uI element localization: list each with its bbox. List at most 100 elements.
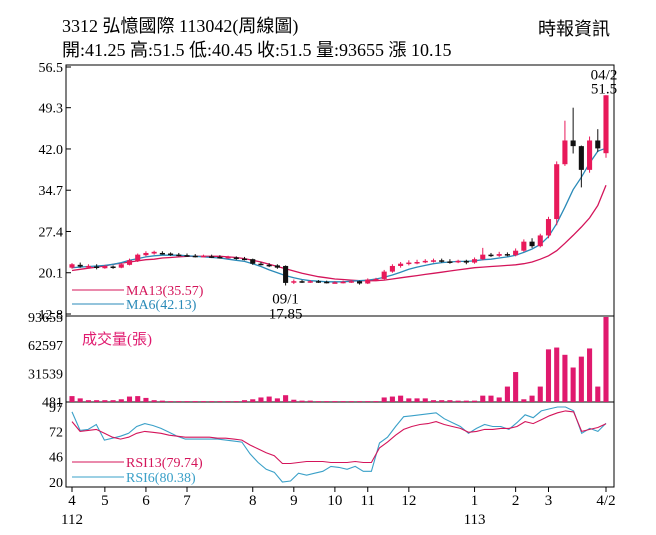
low-date-label: 09/1 bbox=[272, 291, 299, 307]
price-axis-tick: 34.7 bbox=[39, 184, 64, 199]
volume-bar bbox=[545, 349, 552, 402]
volume-bar bbox=[283, 395, 289, 402]
volume-bar bbox=[472, 400, 478, 402]
rsi6-legend-label: RSI6(80.38) bbox=[126, 471, 196, 486]
volume-bar bbox=[562, 354, 568, 402]
candle-body bbox=[554, 164, 560, 220]
ma13-line bbox=[71, 185, 607, 282]
volume-bar bbox=[118, 399, 124, 402]
candle-body bbox=[324, 281, 330, 284]
price-axis-tick: 56.5 bbox=[39, 61, 64, 76]
x-axis-tick: 11 bbox=[361, 493, 375, 509]
volume-bar bbox=[176, 401, 182, 402]
volume-bar bbox=[463, 400, 469, 402]
candle-body bbox=[102, 265, 108, 269]
high-value-label: 51.5 bbox=[591, 81, 617, 97]
volume-bar bbox=[554, 347, 560, 402]
volume-bar bbox=[143, 397, 149, 402]
volume-bar bbox=[291, 399, 297, 402]
ma6-legend-label: MA6(42.13) bbox=[126, 298, 197, 313]
candle-body bbox=[176, 254, 182, 257]
candle-body bbox=[135, 254, 141, 261]
volume-bar bbox=[85, 400, 91, 402]
volume-bar bbox=[488, 395, 494, 402]
volume-bar bbox=[241, 400, 248, 402]
x-axis-tick: 6 bbox=[142, 493, 150, 509]
volume-bar bbox=[209, 401, 215, 402]
volume-bar bbox=[274, 398, 280, 402]
volume-bar bbox=[348, 401, 354, 402]
volume-bar bbox=[570, 367, 576, 402]
candle-body bbox=[463, 260, 469, 263]
volume-bar bbox=[414, 398, 420, 402]
rsi-axis-tick: 46 bbox=[49, 451, 63, 466]
price-axis-tick: 42.0 bbox=[39, 143, 64, 158]
candle-body bbox=[356, 281, 363, 284]
candle-body bbox=[430, 260, 437, 262]
volume-bar bbox=[159, 400, 165, 402]
high-date-label: 04/2 bbox=[591, 67, 618, 83]
candle-body bbox=[521, 241, 527, 251]
chart-title: 3312 弘憶國際 113042(周線圖) bbox=[62, 16, 299, 36]
candle-body bbox=[513, 250, 519, 256]
volume-bar bbox=[217, 401, 223, 402]
volume-bar bbox=[192, 401, 198, 402]
rsi-axis-tick: 20 bbox=[49, 476, 63, 491]
volume-bar bbox=[496, 397, 502, 402]
x-axis-tick: 1 bbox=[471, 493, 479, 509]
volume-bar bbox=[151, 400, 157, 402]
volume-bar bbox=[233, 401, 239, 402]
candle-body bbox=[578, 146, 584, 170]
x-axis-tick: 5 bbox=[101, 493, 109, 509]
quote-summary: 開:41.25 高:51.5 低:40.45 收:51.5 量:93655 漲 … bbox=[62, 40, 452, 60]
volume-bar bbox=[430, 400, 437, 402]
candle-body bbox=[340, 281, 346, 284]
candle-body bbox=[472, 259, 478, 263]
candle-body bbox=[233, 257, 239, 259]
candle-body bbox=[209, 256, 215, 258]
volume-bar bbox=[365, 401, 371, 402]
candle-body bbox=[398, 263, 404, 266]
volume-axis-tick: 481 bbox=[42, 396, 63, 411]
candle-body bbox=[488, 254, 494, 257]
x-axis-tick: 7 bbox=[183, 493, 191, 509]
candle-body bbox=[291, 281, 297, 283]
candle-body bbox=[529, 241, 535, 247]
x-axis-tick: 8 bbox=[249, 493, 257, 509]
rsi13-line bbox=[71, 410, 607, 465]
volume-bar bbox=[324, 401, 330, 402]
volume-bar bbox=[480, 395, 486, 402]
volume-bar bbox=[447, 400, 453, 402]
volume-bar bbox=[266, 396, 272, 402]
candle-body bbox=[192, 255, 198, 258]
volume-bar bbox=[94, 400, 100, 402]
candle-body bbox=[348, 281, 354, 283]
candle-body bbox=[250, 259, 256, 264]
low-value-label: 17.85 bbox=[269, 306, 303, 322]
candle-body bbox=[373, 278, 379, 281]
candle-body bbox=[258, 263, 264, 266]
candle-body bbox=[455, 260, 461, 263]
x-axis-tick: 3 bbox=[545, 493, 553, 509]
candle-body bbox=[570, 140, 576, 147]
candle-body bbox=[562, 140, 568, 165]
volume-bar bbox=[356, 401, 363, 402]
price-axis-tick: 49.3 bbox=[39, 102, 64, 117]
candle-body bbox=[151, 251, 157, 254]
candle-body bbox=[365, 279, 371, 284]
candle-body bbox=[184, 255, 190, 257]
volume-bar bbox=[422, 398, 428, 402]
volume-bar bbox=[389, 396, 395, 402]
candle-body bbox=[587, 140, 593, 170]
x-axis-tick: 4/2 bbox=[596, 493, 615, 509]
volume-axis-tick: 62597 bbox=[28, 339, 63, 354]
rsi6-line bbox=[71, 406, 607, 483]
candle-body bbox=[159, 252, 165, 255]
candle-body bbox=[225, 256, 231, 259]
volume-bar bbox=[340, 401, 346, 402]
rsi-axis-tick: 72 bbox=[49, 425, 63, 440]
candle-body bbox=[299, 281, 305, 283]
candle-body bbox=[168, 253, 174, 256]
volume-bar bbox=[135, 396, 141, 402]
